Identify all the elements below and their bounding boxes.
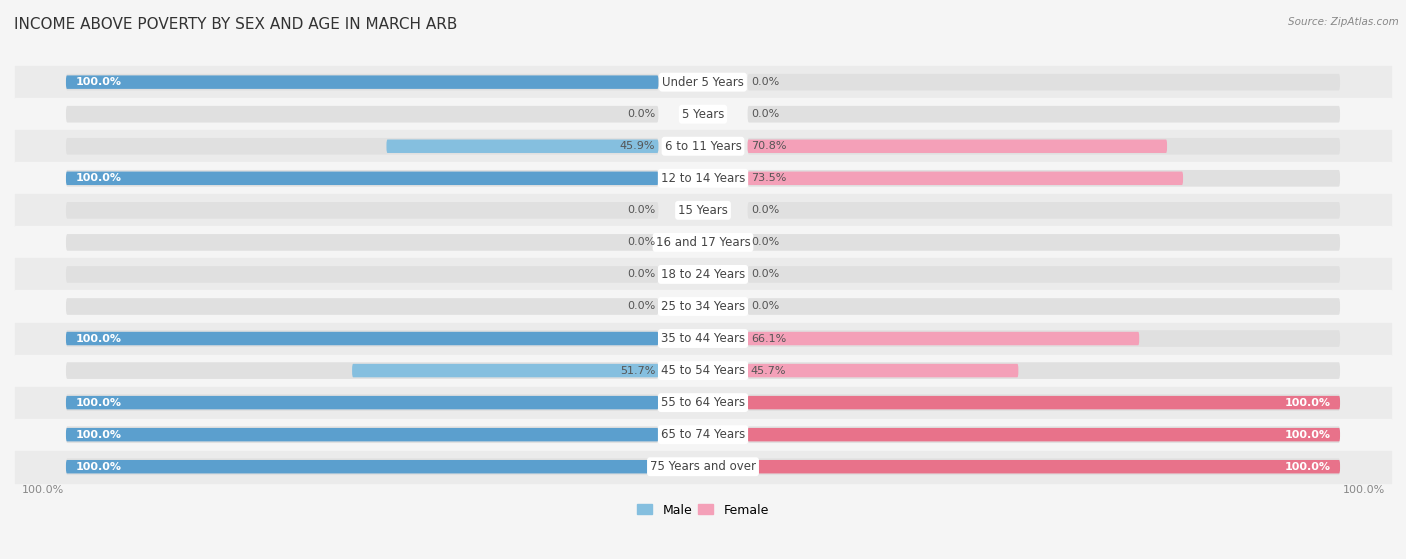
- Text: 16 and 17 Years: 16 and 17 Years: [655, 236, 751, 249]
- FancyBboxPatch shape: [66, 74, 658, 91]
- Text: 0.0%: 0.0%: [627, 109, 655, 119]
- Text: INCOME ABOVE POVERTY BY SEX AND AGE IN MARCH ARB: INCOME ABOVE POVERTY BY SEX AND AGE IN M…: [14, 17, 457, 32]
- Text: 51.7%: 51.7%: [620, 366, 655, 376]
- FancyBboxPatch shape: [748, 234, 1340, 251]
- Text: 0.0%: 0.0%: [627, 269, 655, 280]
- FancyBboxPatch shape: [748, 74, 1340, 91]
- Text: 73.5%: 73.5%: [751, 173, 786, 183]
- Text: 12 to 14 Years: 12 to 14 Years: [661, 172, 745, 185]
- FancyBboxPatch shape: [748, 458, 1340, 475]
- Bar: [15, 291, 1391, 323]
- Bar: [15, 226, 1391, 258]
- Text: 0.0%: 0.0%: [627, 238, 655, 248]
- FancyBboxPatch shape: [66, 138, 658, 155]
- Text: 75 Years and over: 75 Years and over: [650, 460, 756, 473]
- Text: 0.0%: 0.0%: [751, 301, 779, 311]
- FancyBboxPatch shape: [66, 332, 658, 345]
- FancyBboxPatch shape: [66, 330, 658, 347]
- FancyBboxPatch shape: [66, 460, 658, 473]
- Text: 100.0%: 100.0%: [76, 173, 121, 183]
- Bar: [15, 419, 1391, 451]
- Text: 65 to 74 Years: 65 to 74 Years: [661, 428, 745, 441]
- Text: Under 5 Years: Under 5 Years: [662, 75, 744, 89]
- Text: 100.0%: 100.0%: [76, 77, 121, 87]
- FancyBboxPatch shape: [66, 394, 658, 411]
- FancyBboxPatch shape: [66, 298, 658, 315]
- Bar: [15, 66, 1391, 98]
- Text: 45 to 54 Years: 45 to 54 Years: [661, 364, 745, 377]
- Text: 100.0%: 100.0%: [76, 397, 121, 408]
- FancyBboxPatch shape: [748, 460, 1340, 473]
- Text: 5 Years: 5 Years: [682, 108, 724, 121]
- FancyBboxPatch shape: [66, 172, 658, 185]
- FancyBboxPatch shape: [748, 202, 1340, 219]
- Text: 100.0%: 100.0%: [76, 462, 121, 472]
- FancyBboxPatch shape: [66, 428, 658, 442]
- Text: 6 to 11 Years: 6 to 11 Years: [665, 140, 741, 153]
- FancyBboxPatch shape: [748, 330, 1340, 347]
- Bar: [15, 98, 1391, 130]
- Text: 0.0%: 0.0%: [751, 77, 779, 87]
- FancyBboxPatch shape: [66, 362, 658, 379]
- FancyBboxPatch shape: [748, 364, 1018, 377]
- Text: 18 to 24 Years: 18 to 24 Years: [661, 268, 745, 281]
- Text: 100.0%: 100.0%: [1285, 397, 1330, 408]
- FancyBboxPatch shape: [66, 202, 658, 219]
- FancyBboxPatch shape: [748, 394, 1340, 411]
- FancyBboxPatch shape: [66, 234, 658, 251]
- FancyBboxPatch shape: [748, 332, 1139, 345]
- Text: 70.8%: 70.8%: [751, 141, 786, 151]
- Bar: [15, 354, 1391, 387]
- Text: 55 to 64 Years: 55 to 64 Years: [661, 396, 745, 409]
- Text: 0.0%: 0.0%: [751, 269, 779, 280]
- FancyBboxPatch shape: [66, 106, 658, 122]
- Text: 100.0%: 100.0%: [1343, 485, 1385, 495]
- Text: 35 to 44 Years: 35 to 44 Years: [661, 332, 745, 345]
- Text: 0.0%: 0.0%: [751, 205, 779, 215]
- Text: 100.0%: 100.0%: [1285, 430, 1330, 440]
- FancyBboxPatch shape: [387, 140, 658, 153]
- FancyBboxPatch shape: [748, 428, 1340, 442]
- Legend: Male, Female: Male, Female: [633, 499, 773, 522]
- Text: 25 to 34 Years: 25 to 34 Years: [661, 300, 745, 313]
- Text: 45.9%: 45.9%: [620, 141, 655, 151]
- FancyBboxPatch shape: [66, 75, 658, 89]
- FancyBboxPatch shape: [66, 427, 658, 443]
- FancyBboxPatch shape: [748, 266, 1340, 283]
- FancyBboxPatch shape: [748, 172, 1182, 185]
- FancyBboxPatch shape: [748, 138, 1340, 155]
- Text: 100.0%: 100.0%: [76, 430, 121, 440]
- Text: 45.7%: 45.7%: [751, 366, 786, 376]
- Text: 0.0%: 0.0%: [751, 109, 779, 119]
- FancyBboxPatch shape: [66, 266, 658, 283]
- Bar: [15, 162, 1391, 195]
- Text: 66.1%: 66.1%: [751, 334, 786, 344]
- Bar: [15, 387, 1391, 419]
- Text: 100.0%: 100.0%: [76, 334, 121, 344]
- FancyBboxPatch shape: [748, 140, 1167, 153]
- FancyBboxPatch shape: [748, 362, 1340, 379]
- Text: 100.0%: 100.0%: [1285, 462, 1330, 472]
- Text: 0.0%: 0.0%: [627, 205, 655, 215]
- Text: Source: ZipAtlas.com: Source: ZipAtlas.com: [1288, 17, 1399, 27]
- FancyBboxPatch shape: [748, 396, 1340, 409]
- Text: 0.0%: 0.0%: [751, 238, 779, 248]
- FancyBboxPatch shape: [66, 170, 658, 187]
- Text: 15 Years: 15 Years: [678, 204, 728, 217]
- Bar: [15, 195, 1391, 226]
- FancyBboxPatch shape: [748, 106, 1340, 122]
- Text: 0.0%: 0.0%: [627, 301, 655, 311]
- FancyBboxPatch shape: [66, 458, 658, 475]
- Bar: [15, 451, 1391, 483]
- FancyBboxPatch shape: [748, 170, 1340, 187]
- Bar: [15, 323, 1391, 354]
- Bar: [15, 258, 1391, 291]
- Text: 100.0%: 100.0%: [21, 485, 63, 495]
- FancyBboxPatch shape: [748, 298, 1340, 315]
- FancyBboxPatch shape: [66, 396, 658, 409]
- FancyBboxPatch shape: [352, 364, 658, 377]
- Bar: [15, 130, 1391, 162]
- FancyBboxPatch shape: [748, 427, 1340, 443]
